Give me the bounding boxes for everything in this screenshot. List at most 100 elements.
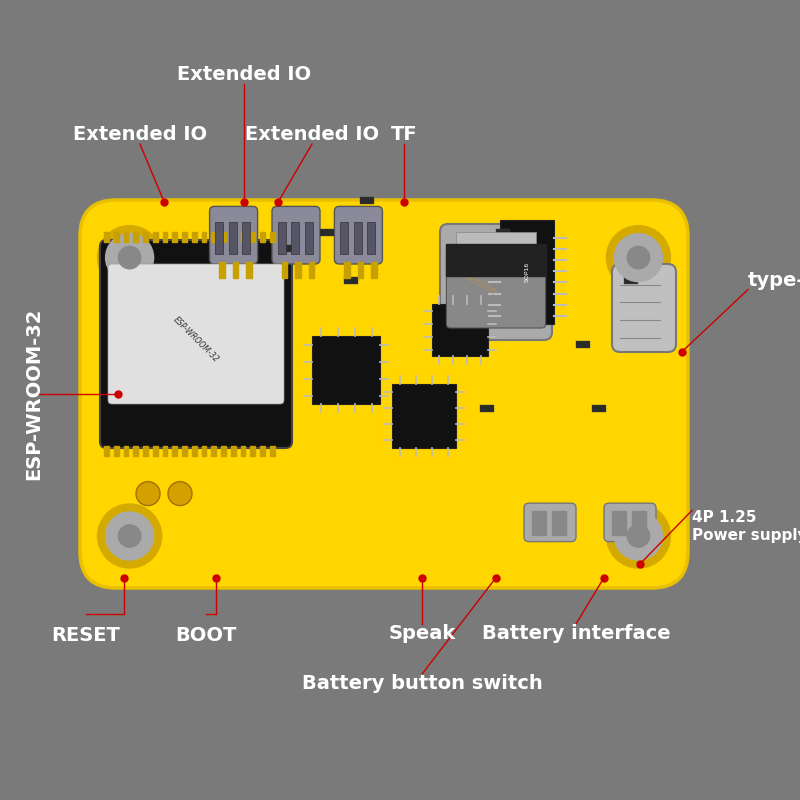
Bar — [260, 446, 265, 456]
Text: 4P 1.25
Power supply base: 4P 1.25 Power supply base — [692, 510, 800, 542]
Bar — [241, 232, 246, 242]
Bar — [576, 341, 590, 348]
FancyBboxPatch shape — [100, 240, 292, 448]
Text: ESP-WROOM-32: ESP-WROOM-32 — [24, 307, 43, 480]
Circle shape — [168, 482, 192, 506]
Bar — [229, 222, 237, 254]
Bar — [162, 446, 167, 456]
Bar — [270, 232, 274, 242]
Bar — [134, 446, 138, 456]
Bar — [480, 405, 494, 412]
Bar — [182, 446, 187, 456]
Bar — [344, 277, 358, 284]
Circle shape — [627, 246, 650, 269]
Bar — [295, 262, 301, 278]
Circle shape — [98, 504, 162, 568]
FancyBboxPatch shape — [80, 200, 688, 588]
FancyBboxPatch shape — [272, 206, 320, 264]
Bar — [153, 446, 158, 456]
FancyBboxPatch shape — [524, 503, 576, 542]
Bar — [392, 384, 456, 448]
Bar — [123, 232, 128, 242]
Bar — [278, 222, 286, 254]
Bar — [552, 511, 566, 535]
Bar — [456, 232, 536, 260]
Circle shape — [106, 512, 154, 560]
Circle shape — [614, 512, 662, 560]
Bar — [123, 446, 128, 456]
Bar — [134, 232, 138, 242]
FancyBboxPatch shape — [612, 264, 676, 352]
Bar — [592, 405, 606, 412]
Bar — [354, 222, 362, 254]
Bar — [114, 446, 118, 456]
Circle shape — [606, 504, 670, 568]
Text: Guition: Guition — [462, 271, 498, 297]
Bar — [250, 232, 255, 242]
Bar — [242, 222, 250, 254]
Bar — [182, 232, 187, 242]
Bar — [500, 220, 554, 324]
FancyBboxPatch shape — [440, 224, 552, 340]
Bar — [143, 232, 148, 242]
FancyBboxPatch shape — [446, 248, 546, 328]
Bar — [219, 262, 225, 278]
Text: Extended IO: Extended IO — [73, 125, 207, 144]
Bar — [446, 244, 546, 276]
Bar — [320, 229, 334, 236]
Text: ESP-WROOM-32: ESP-WROOM-32 — [171, 315, 221, 365]
Text: Extended IO: Extended IO — [245, 125, 379, 144]
Bar — [640, 245, 654, 252]
Bar — [371, 262, 377, 278]
Bar — [215, 222, 223, 254]
Bar — [282, 262, 287, 278]
Text: RESET: RESET — [51, 626, 120, 645]
Bar — [612, 511, 626, 535]
Bar — [211, 446, 216, 456]
Bar — [172, 446, 177, 456]
Bar — [104, 446, 109, 456]
Bar — [309, 262, 314, 278]
Bar — [344, 262, 350, 278]
Bar — [231, 232, 236, 242]
Bar — [260, 232, 265, 242]
Bar — [367, 222, 375, 254]
Bar — [532, 511, 546, 535]
Bar — [143, 446, 148, 456]
Text: SOP16: SOP16 — [525, 262, 530, 282]
Text: BOOT: BOOT — [176, 626, 237, 645]
Bar — [231, 446, 236, 456]
Circle shape — [136, 482, 160, 506]
Bar — [241, 446, 246, 456]
Bar — [305, 222, 313, 254]
Text: Speak: Speak — [389, 624, 456, 643]
Bar — [340, 222, 348, 254]
Bar — [312, 336, 380, 404]
Text: Battery interface: Battery interface — [482, 624, 670, 643]
Circle shape — [606, 226, 670, 290]
Bar — [153, 232, 158, 242]
Circle shape — [118, 246, 141, 269]
Circle shape — [118, 525, 141, 547]
Text: TF: TF — [390, 125, 418, 144]
Bar — [360, 197, 374, 204]
Bar — [246, 262, 252, 278]
Circle shape — [98, 226, 162, 290]
Text: Battery button switch: Battery button switch — [302, 674, 542, 693]
Bar — [221, 446, 226, 456]
Bar — [202, 232, 206, 242]
Bar — [162, 232, 167, 242]
FancyBboxPatch shape — [604, 503, 656, 542]
Circle shape — [106, 234, 154, 282]
Bar — [624, 277, 638, 284]
Bar — [211, 232, 216, 242]
Bar — [172, 232, 177, 242]
FancyBboxPatch shape — [210, 206, 258, 264]
FancyBboxPatch shape — [334, 206, 382, 264]
Bar — [358, 262, 363, 278]
Bar — [250, 446, 255, 456]
Text: Extended IO: Extended IO — [177, 65, 311, 84]
Bar — [192, 232, 197, 242]
Bar — [270, 446, 274, 456]
Bar — [632, 511, 646, 535]
